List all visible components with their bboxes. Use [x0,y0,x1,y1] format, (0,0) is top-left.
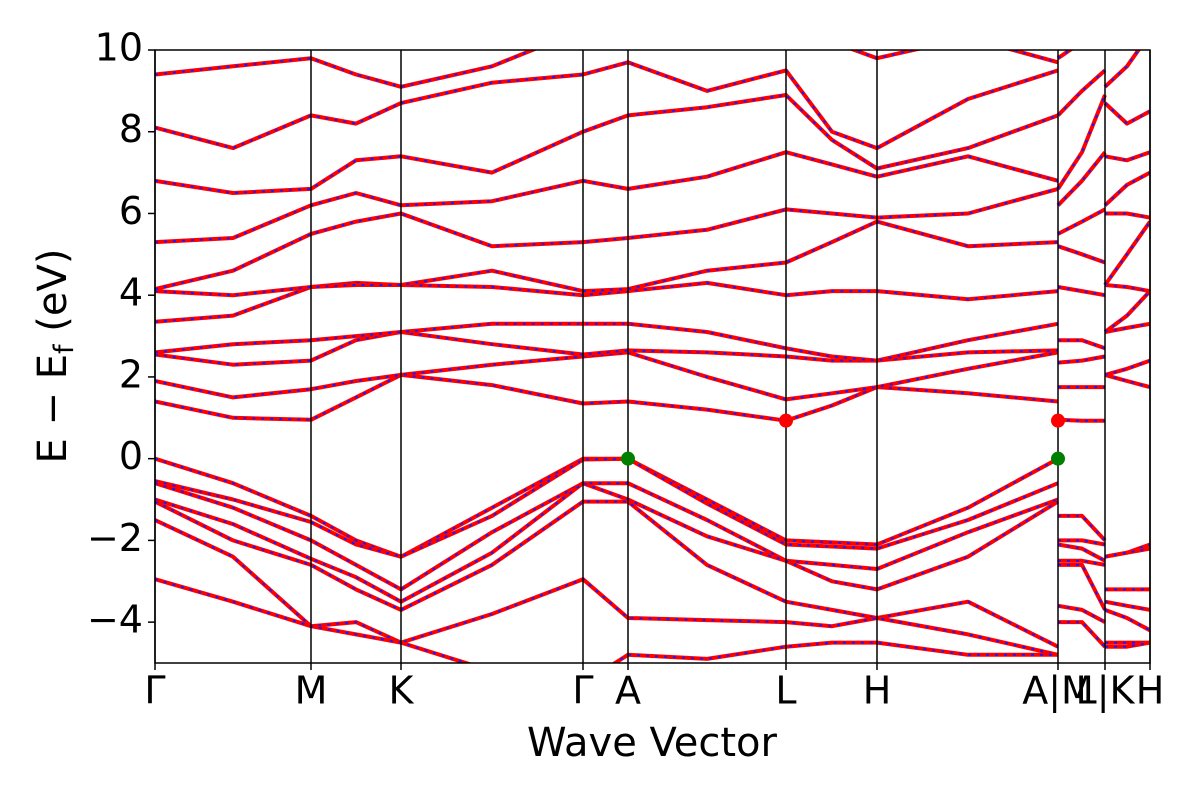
y-axis-label-sub: f [49,343,80,354]
band [155,456,1150,559]
y-axis-label-unit: (eV) [30,249,76,345]
band-overlay [155,457,1150,558]
band [155,518,1150,657]
band [155,93,1150,195]
band-overlay [155,281,1150,323]
x-tick-label: M [295,669,328,713]
y-tick-label: −4 [87,598,143,642]
band [155,50,1141,89]
band-overlay [155,457,1150,558]
band-overlay [155,50,1140,88]
x-tick-label: Γ [572,669,593,713]
band-overlay [155,187,1150,291]
y-tick-label: 10 [95,26,143,70]
band-lines [155,50,1150,663]
y-axis-label: E − Ef (eV) [30,249,80,464]
band-overlay [155,220,1150,297]
band-overlay [155,578,1150,663]
y-tick-label: 6 [119,189,143,233]
y-tick-label: 8 [119,107,143,151]
band [155,186,1150,292]
x-tick-label: L|K [1076,669,1136,714]
band-edge-marker [1051,413,1065,428]
band-overlay [155,482,1150,611]
band-overlay [155,93,1150,195]
band-edge-marker [779,413,793,428]
x-tick-label: L [775,669,796,713]
band-overlay [155,61,1150,150]
band [155,481,1150,612]
y-tick-label: 2 [119,352,143,396]
band-overlay [155,290,1150,362]
x-tick-label: H [863,669,892,713]
band-overlay [155,373,1150,422]
band [155,219,1150,298]
y-tick-label: −2 [87,516,143,560]
band-edge-marker [621,451,635,466]
y-tick-label: 0 [119,434,143,478]
band-overlay [155,482,1150,591]
x-tick-label: A|M [1022,669,1094,714]
x-tick-label: H [1136,669,1165,713]
band-overlay [155,519,1150,656]
x-tick-label: Γ [144,669,165,713]
band [155,372,1150,423]
x-axis-label: Wave Vector [527,720,778,766]
band-edge-marker [1051,451,1065,466]
band-overlay [155,151,1150,244]
plot-frame [154,49,1151,664]
x-tick-label: A [615,669,641,713]
band [155,150,1150,245]
band-overlay [155,500,1150,648]
y-tick-label: 4 [119,271,143,315]
y-axis-label-main: E − E [30,354,76,464]
x-tick-label: K [389,669,415,713]
